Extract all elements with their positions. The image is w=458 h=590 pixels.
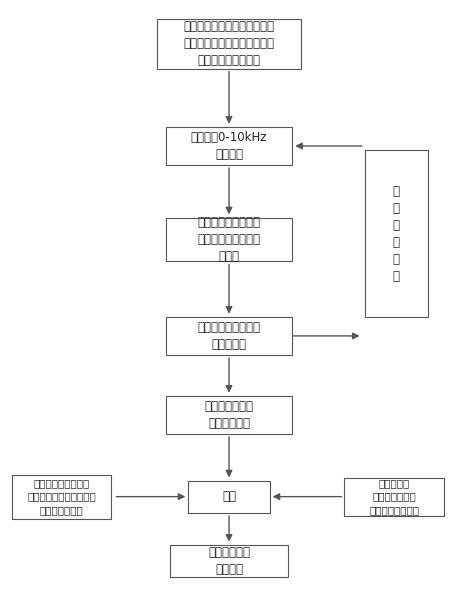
FancyBboxPatch shape [157,19,301,68]
Text: 比较: 比较 [222,490,236,503]
FancyBboxPatch shape [170,545,288,577]
Text: 数值仿真计算提供的
接地网阻抗频率响应曲线
及阻抗数值列表: 数值仿真计算提供的 接地网阻抗频率响应曲线 及阻抗数值列表 [27,478,96,515]
FancyBboxPatch shape [166,317,292,355]
FancyBboxPatch shape [166,218,292,261]
Text: 历年测量的
接地网同一位置
阻抗频率响应曲线: 历年测量的 接地网同一位置 阻抗频率响应曲线 [369,478,419,515]
FancyBboxPatch shape [365,150,428,317]
Text: 绘制接地网阻抗
频率响应曲线: 绘制接地网阻抗 频率响应曲线 [205,400,253,430]
Text: 同时测量注入电流和
两个接地引下线之间
的电压: 同时测量注入电流和 两个接地引下线之间 的电压 [197,216,261,263]
Text: 计算接地网引下线之
间的阻抗值: 计算接地网引下线之 间的阻抗值 [197,321,261,351]
FancyBboxPatch shape [12,475,111,519]
FancyBboxPatch shape [344,478,444,516]
Text: 点频注入0-10kHz
交流电流: 点频注入0-10kHz 交流电流 [191,131,267,161]
Text: 改
变
测
试
位
置: 改 变 测 试 位 置 [393,185,400,283]
FancyBboxPatch shape [166,127,292,165]
Text: 进入变电站，选定测量区域，
选定两个接地引下线，测量接
地引下线之间的距离: 进入变电站，选定测量区域， 选定两个接地引下线，测量接 地引下线之间的距离 [184,20,274,67]
FancyBboxPatch shape [188,481,270,513]
FancyBboxPatch shape [166,396,292,434]
Text: 判断接地网的
腐蚀等级: 判断接地网的 腐蚀等级 [208,546,250,576]
